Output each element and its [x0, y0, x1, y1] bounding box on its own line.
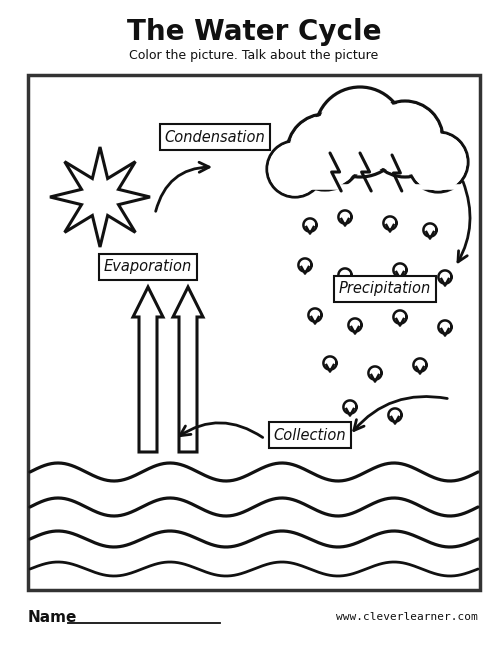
Circle shape [269, 143, 321, 195]
Circle shape [290, 116, 360, 188]
Text: Name: Name [28, 609, 78, 624]
Polygon shape [173, 287, 203, 452]
Polygon shape [50, 147, 150, 247]
Text: Condensation: Condensation [164, 129, 266, 144]
Polygon shape [133, 287, 163, 452]
Circle shape [370, 104, 440, 174]
Circle shape [315, 87, 405, 177]
Circle shape [287, 114, 363, 190]
Text: The Water Cycle: The Water Cycle [127, 18, 382, 46]
Circle shape [367, 101, 443, 177]
Text: Color the picture. Talk about the picture: Color the picture. Talk about the pictur… [130, 49, 378, 61]
Circle shape [318, 90, 402, 174]
Circle shape [408, 132, 468, 192]
Circle shape [410, 134, 466, 190]
Text: Collection: Collection [274, 428, 346, 443]
Circle shape [267, 141, 323, 197]
Text: Evaporation: Evaporation [104, 259, 192, 274]
Bar [28, 75, 480, 590]
Text: Precipitation: Precipitation [339, 281, 431, 296]
Text: www.cleverlearner.com: www.cleverlearner.com [336, 612, 478, 622]
